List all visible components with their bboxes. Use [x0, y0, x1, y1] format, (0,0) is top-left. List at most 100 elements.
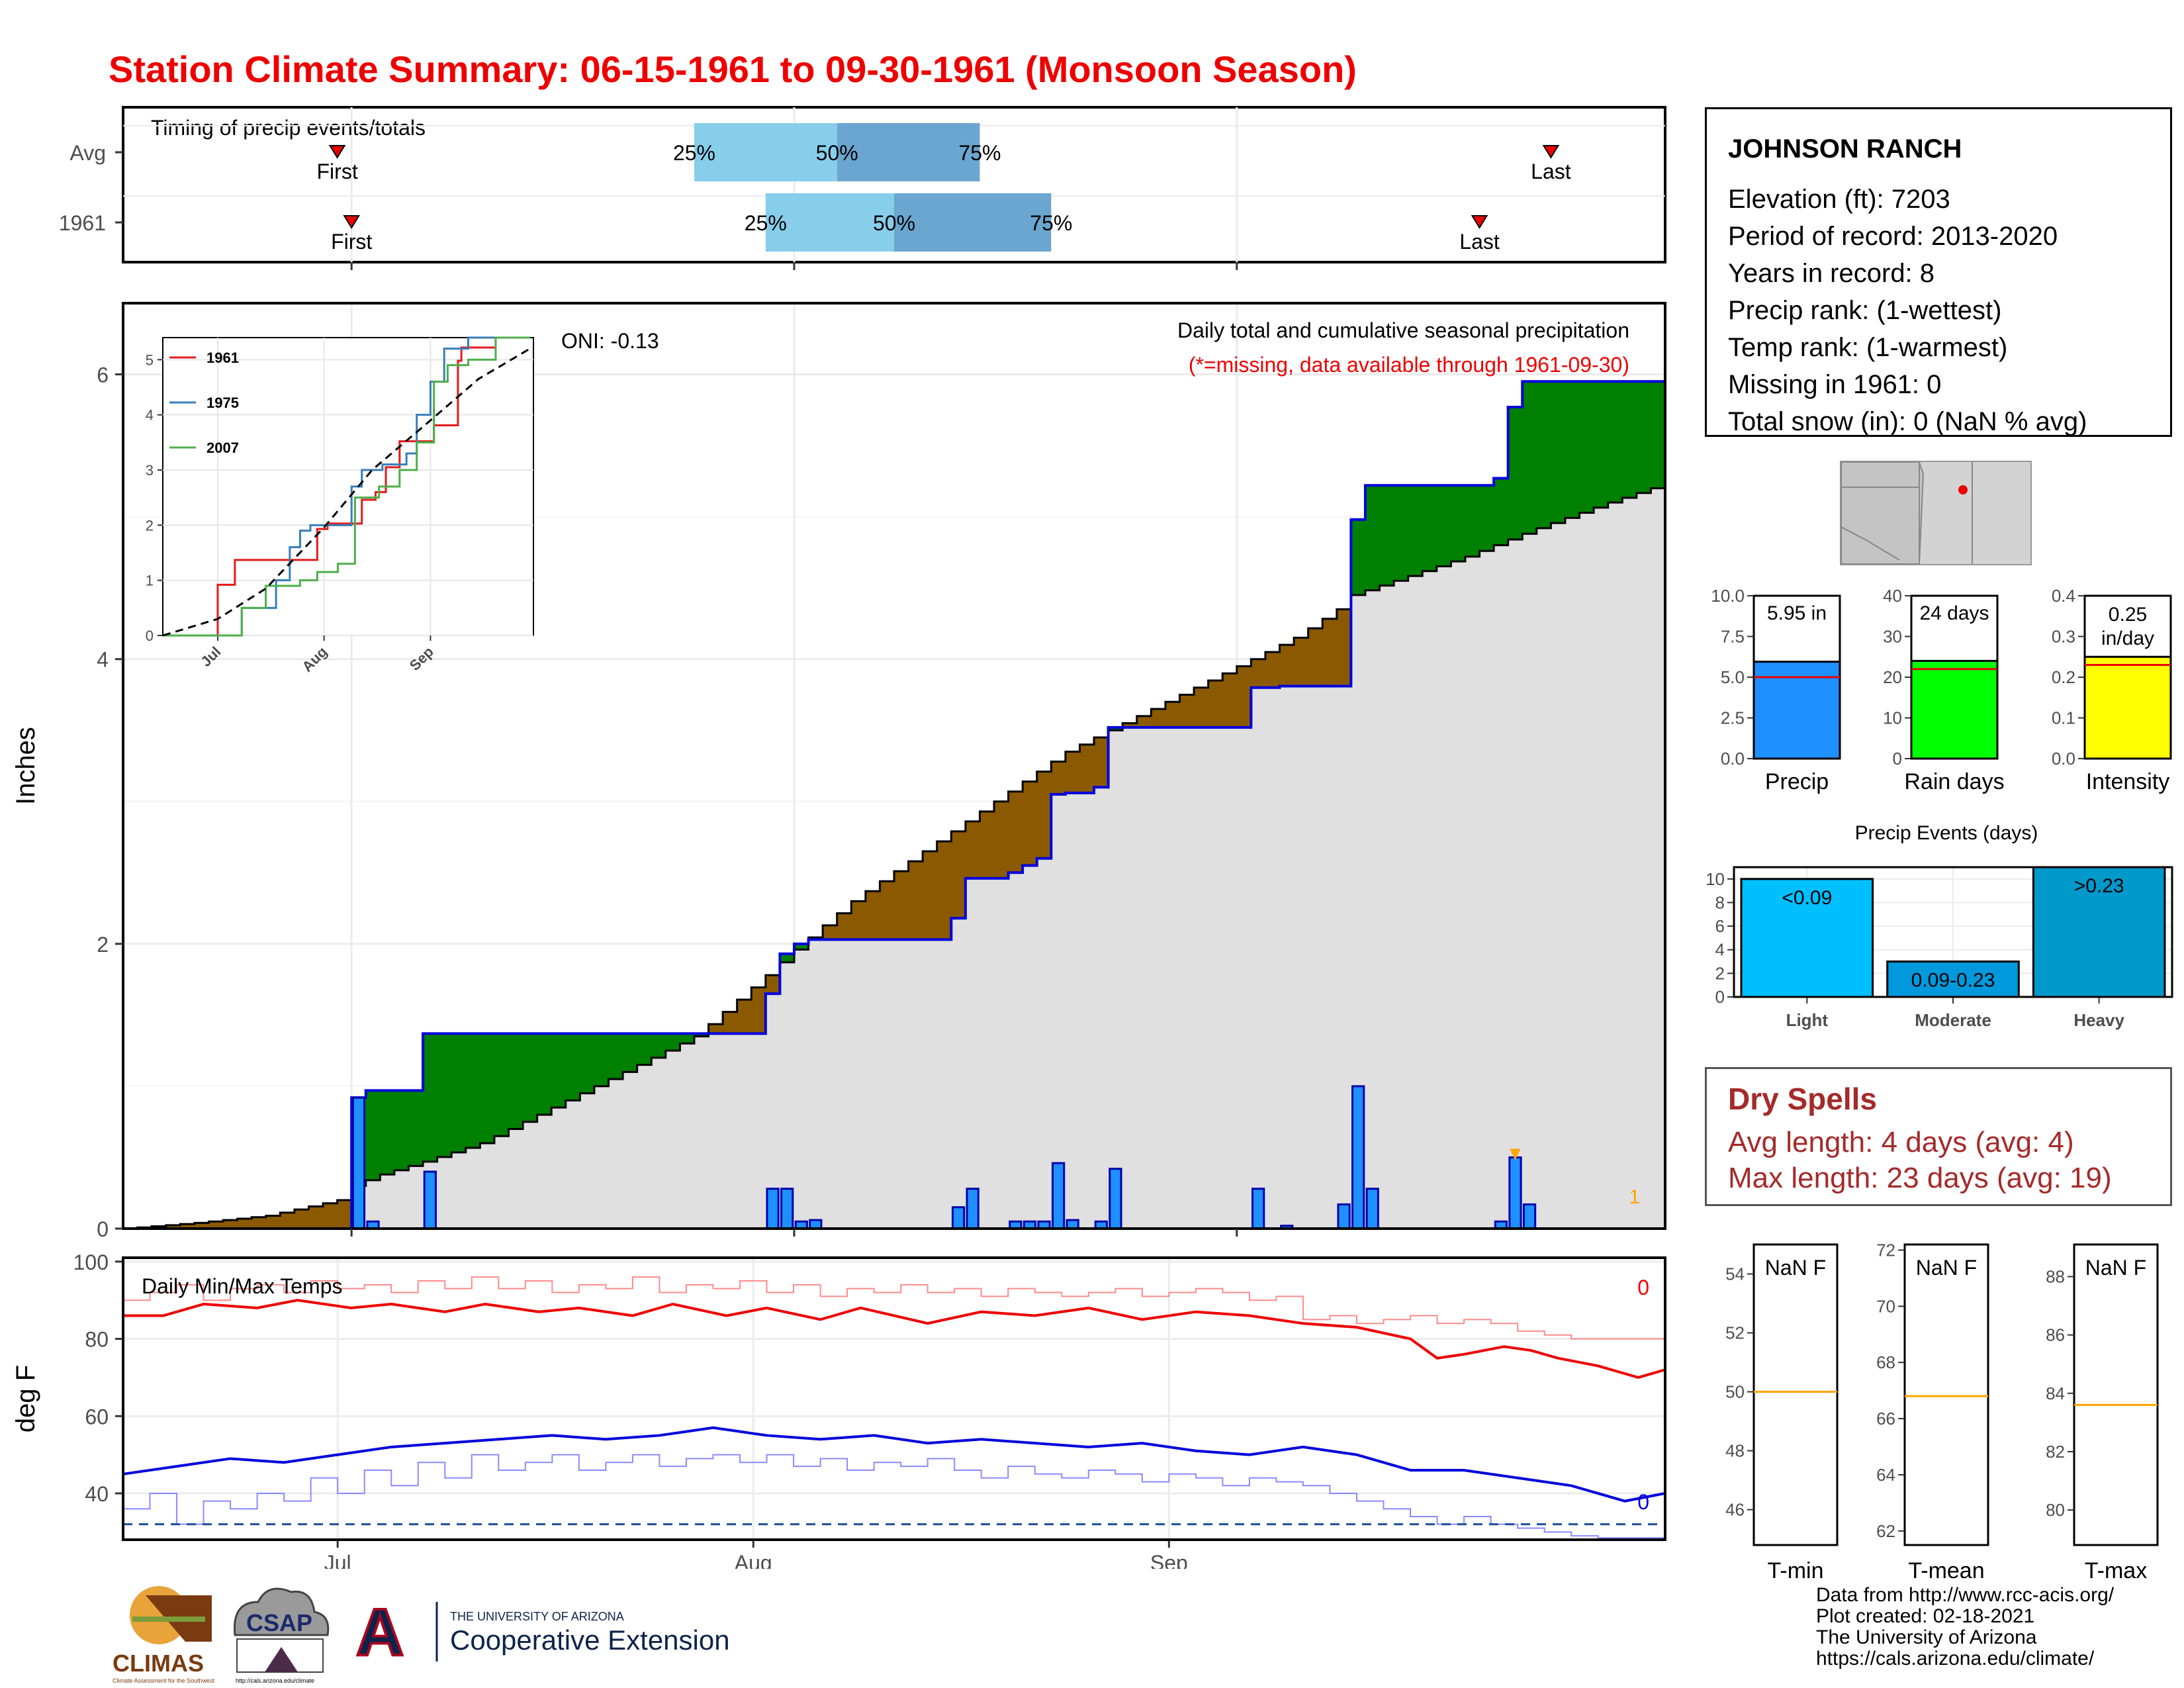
ua-line1: THE UNIVERSITY OF ARIZONA: [450, 1610, 624, 1623]
precip-base-area: [1336, 686, 1351, 1229]
precip-above-avg-area: [523, 1033, 538, 1122]
inset-ytick-label: 1: [146, 573, 154, 589]
missing-data-marker: [1510, 1149, 1521, 1160]
events-ytick-label: 2: [1715, 963, 1725, 983]
precip-below-avg-area: [165, 1225, 181, 1229]
precip-base-area: [1179, 727, 1195, 1229]
climas-text: CLIMAS: [113, 1650, 204, 1677]
station-precip-rank: Precip rank: (1-wettest): [1728, 296, 2002, 325]
temp-y-axis-label: deg F: [11, 1365, 40, 1432]
precip-base-area: [936, 939, 952, 1229]
summary-bar: [1910, 659, 1999, 760]
station-elevation: Elevation (ft): 7203: [1728, 185, 1950, 214]
precip-base-area: [1079, 792, 1095, 1229]
daily-precip-bar: [780, 1188, 794, 1230]
csap-cloud-icon: [233, 1587, 330, 1636]
timing-label: Timing of precip events/totals: [151, 116, 426, 140]
precip-above-avg-area: [1394, 485, 1409, 581]
precip-below-avg-area: [337, 1199, 352, 1229]
events-category-label: Heavy: [2073, 1010, 2124, 1030]
footer-url: https://cals.arizona.edu/climate/: [1816, 1648, 2095, 1669]
precip-base-area: [1051, 794, 1066, 1229]
events-ytick-label: 8: [1715, 892, 1725, 912]
precip-chart-title: Daily total and cumulative seasonal prec…: [1177, 318, 1629, 342]
precip-below-avg-area: [180, 1224, 195, 1229]
precip-y-axis-label: Inches: [11, 727, 40, 805]
precip-base-area: [1008, 872, 1023, 1229]
precip-above-avg-area: [651, 1033, 666, 1058]
temp-summary-ytick-label: 48: [1725, 1441, 1745, 1461]
precip-above-avg-area: [1508, 407, 1523, 540]
min-count-label: 0: [1637, 1490, 1649, 1514]
summary-bar: [2083, 655, 2172, 760]
summary-ytick-label: 5.0: [1721, 667, 1745, 687]
precip-below-avg-area: [265, 1215, 281, 1229]
precip-above-avg-area: [551, 1033, 567, 1108]
temp-summary-frame: [2073, 1243, 2159, 1546]
precip-above-avg-area: [694, 1033, 709, 1037]
precip-above-avg-area: [480, 1033, 495, 1143]
events-bar-label: 0.09-0.23: [1911, 970, 1995, 992]
precip-above-avg-area: [780, 953, 795, 962]
summary-ytick-label: 0.4: [2052, 586, 2075, 606]
precip-above-avg-area: [608, 1033, 623, 1080]
summary-bars: 0.0 2.5 5.0 7.5 10.0 5.95 in Precip 0 10 20 30 40 24…: [1711, 586, 2172, 794]
precip-base-area: [951, 918, 966, 1229]
precip-base-area: [1236, 727, 1251, 1229]
temp-summary-ytick-label: 70: [1876, 1296, 1895, 1316]
precip-base-area: [751, 1033, 766, 1229]
precip-base-area: [1222, 727, 1238, 1229]
summary-value-label: 24 days: [1919, 602, 1989, 624]
temp-summary-label: T-max: [2085, 1558, 2147, 1583]
precip-base-area: [780, 962, 795, 1229]
daily-precip-bar: [1109, 1168, 1122, 1230]
inset-legend-label: 2007: [206, 440, 239, 456]
precip-below-avg-area: [1151, 708, 1166, 727]
precip-base-area: [537, 1114, 552, 1229]
climas-subtext: Climate Assessment for the Southwest: [113, 1677, 215, 1684]
precip-above-avg-area: [394, 1090, 410, 1170]
precip-above-avg-area: [1622, 381, 1637, 498]
precip-base-area: [851, 939, 866, 1229]
precip-above-avg-area: [537, 1033, 552, 1115]
precip-base-area: [1522, 534, 1537, 1229]
precip-below-avg-area: [951, 831, 966, 919]
summary-bar-label: Intensity: [2086, 769, 2170, 794]
temp-summary-ytick-label: 68: [1876, 1352, 1895, 1372]
precip-base-area: [1536, 528, 1552, 1229]
temp-summary-ytick-label: 46: [1725, 1500, 1745, 1520]
temp-chart-title: Daily Min/Max Temps: [142, 1274, 342, 1298]
precip-below-avg-area: [1051, 761, 1066, 795]
precip-below-avg-area: [237, 1218, 252, 1229]
precip-above-avg-area: [1408, 485, 1423, 577]
precip-base-area: [1379, 585, 1394, 1229]
precip-below-avg-area: [1208, 680, 1223, 727]
precip-below-avg-area: [208, 1221, 224, 1229]
temp-summary-label: T-mean: [1908, 1558, 1984, 1583]
precip-below-avg-area: [1065, 751, 1081, 793]
precip-base-area: [894, 939, 909, 1229]
precip-below-avg-area: [923, 851, 938, 940]
precip-base-area: [1465, 556, 1480, 1229]
events-ytick-label: 4: [1715, 940, 1725, 960]
timing-p75-label: 75%: [1030, 211, 1072, 235]
precip-base-area: [408, 1166, 424, 1229]
csap-logo: CSAP http://cals.arizona.edu/climate: [233, 1587, 330, 1684]
events-bar-label: <0.09: [1782, 887, 1832, 909]
timing-last-label: Last: [1459, 230, 1500, 254]
precip-above-avg-area: [408, 1090, 424, 1166]
precip-base-area: [794, 949, 809, 1229]
temp-plot-bg: [123, 1258, 1665, 1540]
events-bar: [1886, 961, 2020, 998]
ua-a-icon: A: [356, 1595, 404, 1669]
csap-url: http://cals.arizona.edu/climate: [236, 1677, 314, 1684]
daily-precip-bar: [951, 1206, 966, 1230]
station-temp-rank: Temp rank: (1-warmest): [1728, 333, 2008, 362]
page-title: Station Climate Summary: 06-15-1961 to 0…: [109, 48, 1357, 90]
precip-below-avg-area: [223, 1220, 238, 1229]
daily-precip-bar: [1522, 1203, 1537, 1230]
daily-precip-bar: [1508, 1156, 1522, 1230]
precip-below-avg-area: [994, 801, 1009, 878]
precip-base-area: [808, 939, 823, 1229]
precip-ytick-label: 2: [97, 933, 109, 957]
